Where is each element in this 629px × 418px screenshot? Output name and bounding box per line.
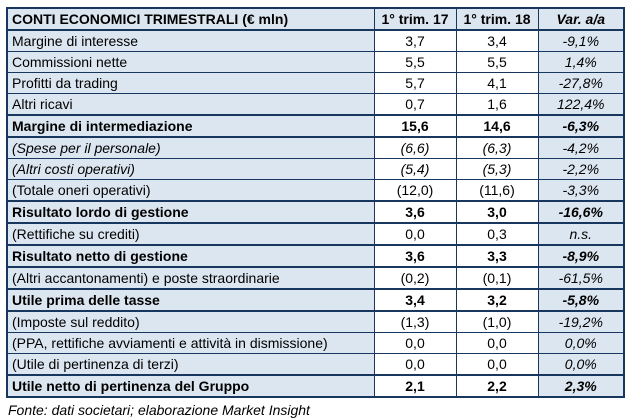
table-row: (Altri accantonamenti) e poste straordin… [6, 266, 625, 290]
yoy-change-value: -4,2% [537, 136, 625, 159]
q1-18-value: 0,0 [455, 353, 539, 376]
table-row: Risultato lordo di gestione 3,6 3,0 -16,6% [6, 200, 625, 224]
table-row: Commissioni nette 5,5 5,5 1,4% [6, 51, 625, 73]
row-label: Margine di interesse [6, 29, 375, 52]
row-label: (Utile di pertinenza di terzi) [6, 353, 375, 376]
yoy-change-value: n.s. [537, 222, 625, 246]
q1-18-value: (0,1) [455, 266, 539, 290]
quarterly-income-statement-table: CONTI ECONOMICI TRIMESTRALI (€ mln) 1° t… [6, 7, 625, 398]
q1-18-value: 0,0 [455, 332, 539, 354]
yoy-change-value: -3,3% [537, 179, 625, 202]
q1-17-value: 15,6 [373, 114, 457, 138]
row-label: (Rettifiche su crediti) [6, 222, 375, 246]
row-label: Altri ricavi [6, 93, 375, 116]
table-row: (PPA, rettifiche avviamenti e attività i… [6, 332, 625, 354]
table-row: Profitti da trading 5,7 4,1 -27,8% [6, 72, 625, 94]
row-label: Commissioni nette [6, 51, 375, 73]
row-label: (Totale oneri operativi) [6, 179, 375, 202]
q1-17-value: 0,0 [373, 222, 457, 246]
yoy-change-value: -9,1% [537, 29, 625, 52]
q1-18-value: 3,0 [455, 200, 539, 224]
table-row: Utile prima delle tasse 3,4 3,2 -5,8% [6, 288, 625, 312]
table-row: (Spese per il personale) (6,6) (6,3) -4,2% [6, 136, 625, 159]
q1-17-value: (0,2) [373, 266, 457, 290]
table-row: (Rettifiche su crediti) 0,0 0,3 n.s. [6, 222, 625, 246]
q1-18-value: 3,4 [455, 29, 539, 52]
yoy-change-value: -19,2% [537, 310, 625, 333]
yoy-change-value: -5,8% [537, 288, 625, 312]
q1-17-value: (1,3) [373, 310, 457, 333]
yoy-change-value: 0,0% [537, 332, 625, 354]
column-header-q1-18: 1° trim. 18 [455, 7, 539, 31]
column-header-var: Var. a/a [537, 7, 625, 31]
q1-18-value: (6,3) [455, 136, 539, 159]
row-label: (Imposte sul reddito) [6, 310, 375, 333]
yoy-change-value: 1,4% [537, 51, 625, 73]
yoy-change-value: -61,5% [537, 266, 625, 290]
yoy-change-value: -27,8% [537, 72, 625, 94]
row-label: Risultato netto di gestione [6, 244, 375, 268]
yoy-change-value: 122,4% [537, 93, 625, 116]
table-row: Risultato netto di gestione 3,6 3,3 -8,9% [6, 244, 625, 268]
table-row: (Utile di pertinenza di terzi) 0,0 0,0 0,0% [6, 353, 625, 376]
q1-17-value: 3,7 [373, 29, 457, 52]
q1-17-value: 0,0 [373, 332, 457, 354]
yoy-change-value: -2,2% [537, 158, 625, 180]
q1-18-value: (11,6) [455, 179, 539, 202]
yoy-change-value: 2,3% [537, 374, 625, 398]
q1-18-value: (5,3) [455, 158, 539, 180]
q1-18-value: (1,0) [455, 310, 539, 333]
column-header-q1-17: 1° trim. 17 [373, 7, 457, 31]
table-row: Utile netto di pertinenza del Gruppo 2,1 2… [6, 374, 625, 398]
table-body: Margine di interesse 3,7 3,4 -9,1% Commissio… [6, 29, 625, 398]
yoy-change-value: -8,9% [537, 244, 625, 268]
table-header: CONTI ECONOMICI TRIMESTRALI (€ mln) 1° t… [6, 7, 625, 31]
q1-18-value: 5,5 [455, 51, 539, 73]
table-title: CONTI ECONOMICI TRIMESTRALI (€ mln) [6, 7, 375, 31]
table-row: (Totale oneri operativi) (12,0) (11,6) -3,3… [6, 179, 625, 202]
q1-18-value: 4,1 [455, 72, 539, 94]
yoy-change-value: 0,0% [537, 353, 625, 376]
q1-17-value: 5,7 [373, 72, 457, 94]
q1-18-value: 3,2 [455, 288, 539, 312]
q1-17-value: 0,7 [373, 93, 457, 116]
table-row: (Imposte sul reddito) (1,3) (1,0) -19,2% [6, 310, 625, 333]
row-label: (PPA, rettifiche avviamenti e attività i… [6, 332, 375, 354]
row-label: (Altri costi operativi) [6, 158, 375, 180]
q1-17-value: 3,6 [373, 244, 457, 268]
row-label: Risultato lordo di gestione [6, 200, 375, 224]
q1-17-value: (5,4) [373, 158, 457, 180]
q1-18-value: 3,3 [455, 244, 539, 268]
yoy-change-value: -16,6% [537, 200, 625, 224]
row-label: Utile prima delle tasse [6, 288, 375, 312]
row-label: (Altri accantonamenti) e poste straordin… [6, 266, 375, 290]
q1-18-value: 2,2 [455, 374, 539, 398]
yoy-change-value: -6,3% [537, 114, 625, 138]
q1-17-value: (6,6) [373, 136, 457, 159]
q1-17-value: (12,0) [373, 179, 457, 202]
q1-18-value: 14,6 [455, 114, 539, 138]
q1-18-value: 1,6 [455, 93, 539, 116]
row-label: Utile netto di pertinenza del Gruppo [6, 374, 375, 398]
q1-17-value: 2,1 [373, 374, 457, 398]
table-row: Altri ricavi 0,7 1,6 122,4% [6, 93, 625, 116]
table-row: (Altri costi operativi) (5,4) (5,3) -2,2% [6, 158, 625, 180]
row-label: Profitti da trading [6, 72, 375, 94]
q1-17-value: 5,5 [373, 51, 457, 73]
row-label: Margine di intermediazione [6, 114, 375, 138]
table-row: Margine di interesse 3,7 3,4 -9,1% [6, 29, 625, 52]
report-page: CONTI ECONOMICI TRIMESTRALI (€ mln) 1° t… [0, 7, 629, 418]
q1-17-value: 0,0 [373, 353, 457, 376]
q1-17-value: 3,4 [373, 288, 457, 312]
q1-18-value: 0,3 [455, 222, 539, 246]
header-row: CONTI ECONOMICI TRIMESTRALI (€ mln) 1° t… [6, 7, 625, 31]
q1-17-value: 3,6 [373, 200, 457, 224]
source-note: Fonte: dati societari; elaborazione Mark… [8, 402, 310, 418]
row-label: (Spese per il personale) [6, 136, 375, 159]
table-row: Margine di intermediazione 15,6 14,6 -6,3% [6, 114, 625, 138]
